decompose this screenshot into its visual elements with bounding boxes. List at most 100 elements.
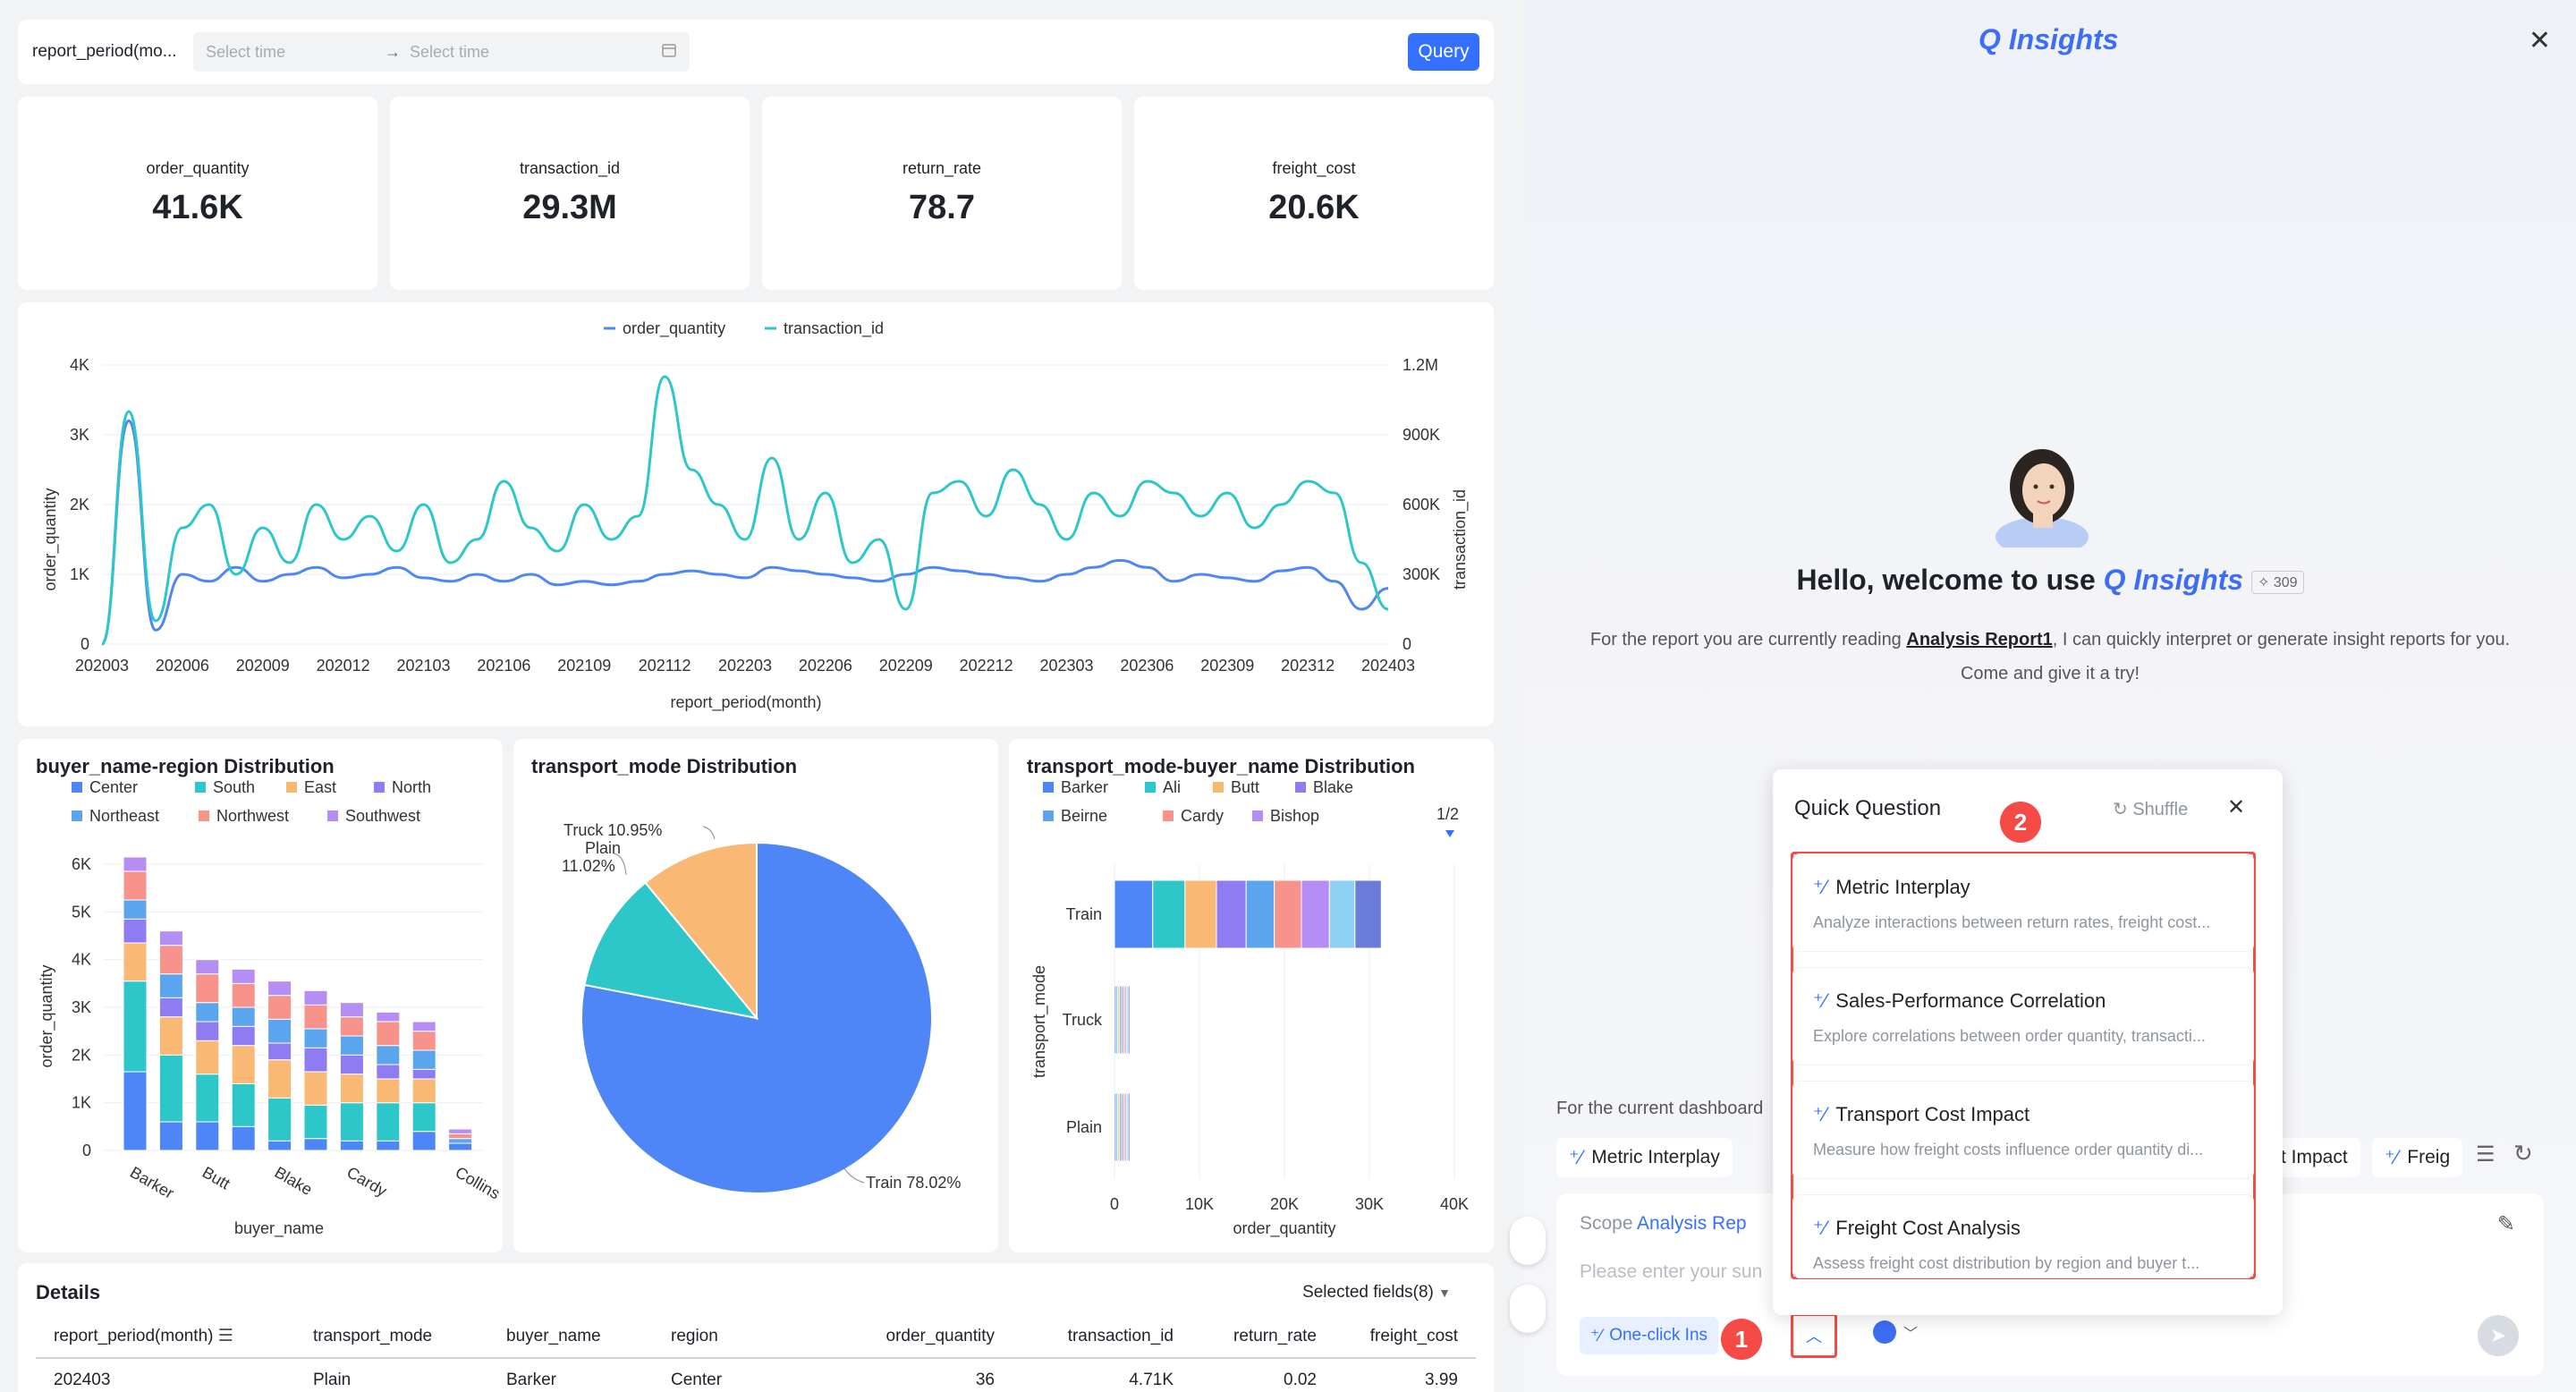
bar-segment[interactable] (303, 989, 328, 1006)
bar-segment[interactable] (376, 1011, 401, 1023)
bar-segment[interactable] (339, 1035, 364, 1056)
bar-segment[interactable] (158, 997, 183, 1018)
scope-value[interactable]: Analysis Rep (1637, 1213, 1747, 1234)
bar-segment[interactable] (195, 1002, 220, 1023)
bar-segment[interactable] (448, 1128, 473, 1134)
bar-segment[interactable] (376, 1140, 401, 1151)
bar-segment[interactable] (376, 1102, 401, 1142)
bar-segment[interactable] (123, 856, 148, 872)
start-time-input[interactable]: Select time (206, 42, 286, 61)
query-button[interactable]: Query (1408, 33, 1479, 71)
bar-segment[interactable] (411, 1078, 436, 1104)
bar-segment[interactable] (267, 1097, 292, 1142)
bar-segment[interactable] (267, 980, 292, 997)
question-sales-performance[interactable]: ⁺⁄ Sales-Performance Correlation Explore … (1792, 967, 2254, 1065)
bar-segment[interactable] (411, 1021, 436, 1032)
bar-segment[interactable] (267, 995, 292, 1020)
legend-item[interactable]: Northwest (199, 807, 289, 825)
pie-slice-truck[interactable] (644, 841, 758, 1021)
bar-segment[interactable] (339, 1054, 364, 1075)
bar-segment[interactable] (195, 959, 220, 975)
bar-segment[interactable] (303, 1104, 328, 1140)
refresh-icon[interactable]: ↻ (2513, 1140, 2533, 1167)
bar-segment[interactable] (267, 1042, 292, 1061)
legend-item[interactable]: East (286, 778, 336, 796)
bar-segment[interactable] (231, 1006, 256, 1027)
bar-segment[interactable] (267, 1018, 292, 1044)
bar-segment[interactable] (1328, 879, 1356, 949)
column-header[interactable]: report_period(month) ☰ (54, 1327, 233, 1345)
sort-icon[interactable]: ☰ (217, 1327, 233, 1345)
legend-item[interactable]: Southwest (327, 807, 420, 825)
legend-item[interactable]: Barker (1043, 778, 1108, 796)
bar-segment[interactable] (158, 930, 183, 946)
bar-segment[interactable] (448, 1133, 473, 1140)
chip-metric-interplay[interactable]: ⁺⁄ Metric Interplay (1556, 1138, 1733, 1177)
expand-questions-button[interactable]: ︿ (1791, 1313, 1837, 1358)
bar-segment[interactable] (411, 1031, 436, 1051)
bar-segment[interactable] (123, 980, 148, 1073)
bar-segment[interactable] (195, 1121, 220, 1151)
selected-fields-dropdown[interactable]: Selected fields(8) ▼ (1302, 1283, 1451, 1303)
bar-segment[interactable] (231, 982, 256, 1008)
legend-item[interactable]: Northeast (72, 807, 159, 825)
pie-slice-train[interactable] (580, 841, 933, 1194)
bar-segment[interactable] (1274, 879, 1302, 949)
bar-segment[interactable] (231, 1082, 256, 1127)
send-button[interactable]: ➤ (2478, 1315, 2519, 1356)
bar-segment[interactable] (1127, 1092, 1131, 1162)
legend-item[interactable]: South (195, 778, 255, 796)
legend-order-quantity[interactable]: order_quantity (623, 319, 725, 338)
legend-item[interactable]: Cardy (1163, 807, 1224, 825)
bar-segment[interactable] (303, 1047, 328, 1073)
column-header[interactable]: transport_mode (313, 1326, 433, 1345)
report-link[interactable]: Analysis Report1 (1906, 630, 2053, 649)
bar-segment[interactable] (267, 1140, 292, 1151)
legend-item[interactable]: North (374, 778, 431, 796)
bar-segment[interactable] (158, 1121, 183, 1151)
bar-segment[interactable] (1216, 879, 1247, 949)
bar-segment[interactable] (1245, 879, 1275, 949)
bar-segment[interactable] (231, 1025, 256, 1047)
question-metric-interplay[interactable]: ⁺⁄ Metric Interplay Analyze interactions … (1792, 853, 2254, 952)
bar-segment[interactable] (303, 1028, 328, 1048)
bar-segment[interactable] (123, 899, 148, 920)
edit-icon[interactable]: ✎ (2496, 1212, 2515, 1236)
bar-segment[interactable] (411, 1102, 436, 1133)
bar-segment[interactable] (231, 968, 256, 984)
bar-segment[interactable] (195, 1021, 220, 1041)
bar-segment[interactable] (411, 1049, 436, 1070)
legend-item[interactable]: Ali (1145, 778, 1181, 796)
one-click-insight-button[interactable]: ⁺⁄ One-click Ins (1580, 1317, 1719, 1354)
bar-segment[interactable] (195, 1040, 220, 1075)
legend-transaction-id[interactable]: transaction_id (784, 319, 884, 338)
bar-segment[interactable] (267, 1059, 292, 1099)
bar-segment[interactable] (158, 973, 183, 998)
bar-segment[interactable] (339, 1140, 364, 1151)
calendar-icon[interactable] (661, 42, 677, 63)
bar-segment[interactable] (1127, 985, 1131, 1055)
chip-freight[interactable]: ⁺⁄ Freig (2372, 1138, 2463, 1177)
bar-segment[interactable] (123, 942, 148, 982)
question-transport-cost[interactable]: ⁺⁄ Transport Cost Impact Measure how frei… (1792, 1081, 2254, 1179)
question-freight-cost[interactable]: ⁺⁄ Freight Cost Analysis Assess freight c… (1792, 1194, 2254, 1278)
floating-side-button[interactable] (1510, 1285, 1546, 1333)
bar-segment[interactable] (195, 973, 220, 1004)
column-header[interactable]: return_rate (1233, 1326, 1317, 1345)
model-selector[interactable]: ﹀ (1873, 1320, 1918, 1344)
column-header[interactable]: buyer_name (506, 1326, 601, 1345)
close-icon[interactable]: ✕ (2227, 795, 2246, 819)
bar-segment[interactable] (448, 1138, 473, 1144)
bar-segment[interactable] (158, 1054, 183, 1123)
floating-avatar-button[interactable] (1510, 1217, 1546, 1265)
column-header[interactable]: freight_cost (1369, 1326, 1458, 1345)
bar-segment[interactable] (303, 1004, 328, 1030)
bar-segment[interactable] (448, 1142, 473, 1151)
bar-segment[interactable] (1354, 879, 1382, 949)
pager-down-icon[interactable] (1445, 830, 1454, 837)
bar-segment[interactable] (195, 1074, 220, 1123)
chip-transport-cost[interactable]: t Impact (2277, 1138, 2360, 1177)
bar-segment[interactable] (123, 1071, 148, 1151)
bar-segment[interactable] (123, 918, 148, 944)
bar-segment[interactable] (1301, 879, 1330, 949)
